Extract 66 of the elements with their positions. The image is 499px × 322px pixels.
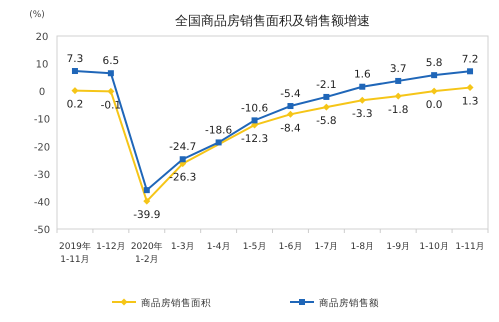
point xyxy=(395,78,402,84)
point xyxy=(322,104,330,111)
point xyxy=(180,156,186,162)
point xyxy=(431,72,438,78)
x-tick-label: 1-3月 xyxy=(170,242,195,252)
y-tick-label: -40 xyxy=(34,197,50,208)
data-label: 0.0 xyxy=(426,99,442,112)
data-label: 5.8 xyxy=(426,57,442,70)
data-label: 6.5 xyxy=(102,55,120,68)
y-tick-label: 0 xyxy=(38,87,46,98)
legend-label: 商品房销售面积 xyxy=(141,297,211,309)
x-tick-label: 1-10月 xyxy=(419,242,449,252)
point xyxy=(72,68,78,74)
point xyxy=(71,87,78,94)
x-tick-label: 1-9月 xyxy=(386,242,410,252)
data-label: -26.3 xyxy=(169,172,196,184)
data-label: -10.6 xyxy=(240,102,268,114)
data-label: -39.9 xyxy=(133,209,160,222)
point xyxy=(394,92,402,100)
point xyxy=(466,84,474,92)
data-label: 3.7 xyxy=(390,62,407,75)
point xyxy=(359,84,366,90)
data-label: -5.8 xyxy=(316,115,337,128)
x-tick-label: 2019年 1-11月 xyxy=(59,241,91,265)
data-label: 1.6 xyxy=(354,68,371,81)
point xyxy=(143,198,150,205)
point xyxy=(358,96,366,104)
x-tick-label: 2020年 1-2月 xyxy=(130,241,163,265)
data-label: -2.1 xyxy=(316,78,337,91)
y-tick-label: -10 xyxy=(34,114,50,126)
point xyxy=(252,117,258,124)
y-tick-label: 20 xyxy=(36,32,48,43)
chart-title: 全国商品房销售面积及销售额增速 xyxy=(175,13,370,29)
x-tick-label: 1-4月 xyxy=(206,242,230,252)
point xyxy=(287,103,294,110)
y-tick-label: -50 xyxy=(34,225,50,236)
data-label: 1.3 xyxy=(462,96,478,108)
data-label: -18.6 xyxy=(205,124,233,136)
x-tick-label: 1-11月 xyxy=(455,242,485,252)
point xyxy=(467,68,474,74)
data-label: -8.4 xyxy=(280,122,302,134)
data-label: -5.4 xyxy=(280,88,302,100)
x-tick-label: 1-5月 xyxy=(242,242,266,252)
point xyxy=(144,187,150,194)
point xyxy=(323,94,330,100)
point xyxy=(108,70,114,76)
x-tick-label: 1-7月 xyxy=(314,242,338,252)
y-axis-title: (%) xyxy=(29,10,45,20)
point xyxy=(107,88,114,95)
data-label: -3.3 xyxy=(352,108,373,120)
x-tick-label: 1-8月 xyxy=(350,242,374,252)
y-tick-label: 10 xyxy=(36,60,48,71)
point xyxy=(286,110,294,118)
x-tick-label: 1-12月 xyxy=(96,242,126,252)
x-tick-label: 1-6月 xyxy=(278,242,302,252)
y-tick-label: -30 xyxy=(34,170,50,181)
legend-label: 商品房销售额 xyxy=(319,297,379,309)
data-label: -12.3 xyxy=(240,133,268,146)
point xyxy=(216,139,222,146)
data-label: 7.2 xyxy=(462,53,478,66)
y-tick-label: -20 xyxy=(34,142,50,154)
point xyxy=(430,88,438,95)
data-label: -24.7 xyxy=(169,141,196,154)
data-label: 0.2 xyxy=(66,98,84,111)
data-label: -1.8 xyxy=(388,104,408,116)
data-label: 7.3 xyxy=(66,53,84,66)
